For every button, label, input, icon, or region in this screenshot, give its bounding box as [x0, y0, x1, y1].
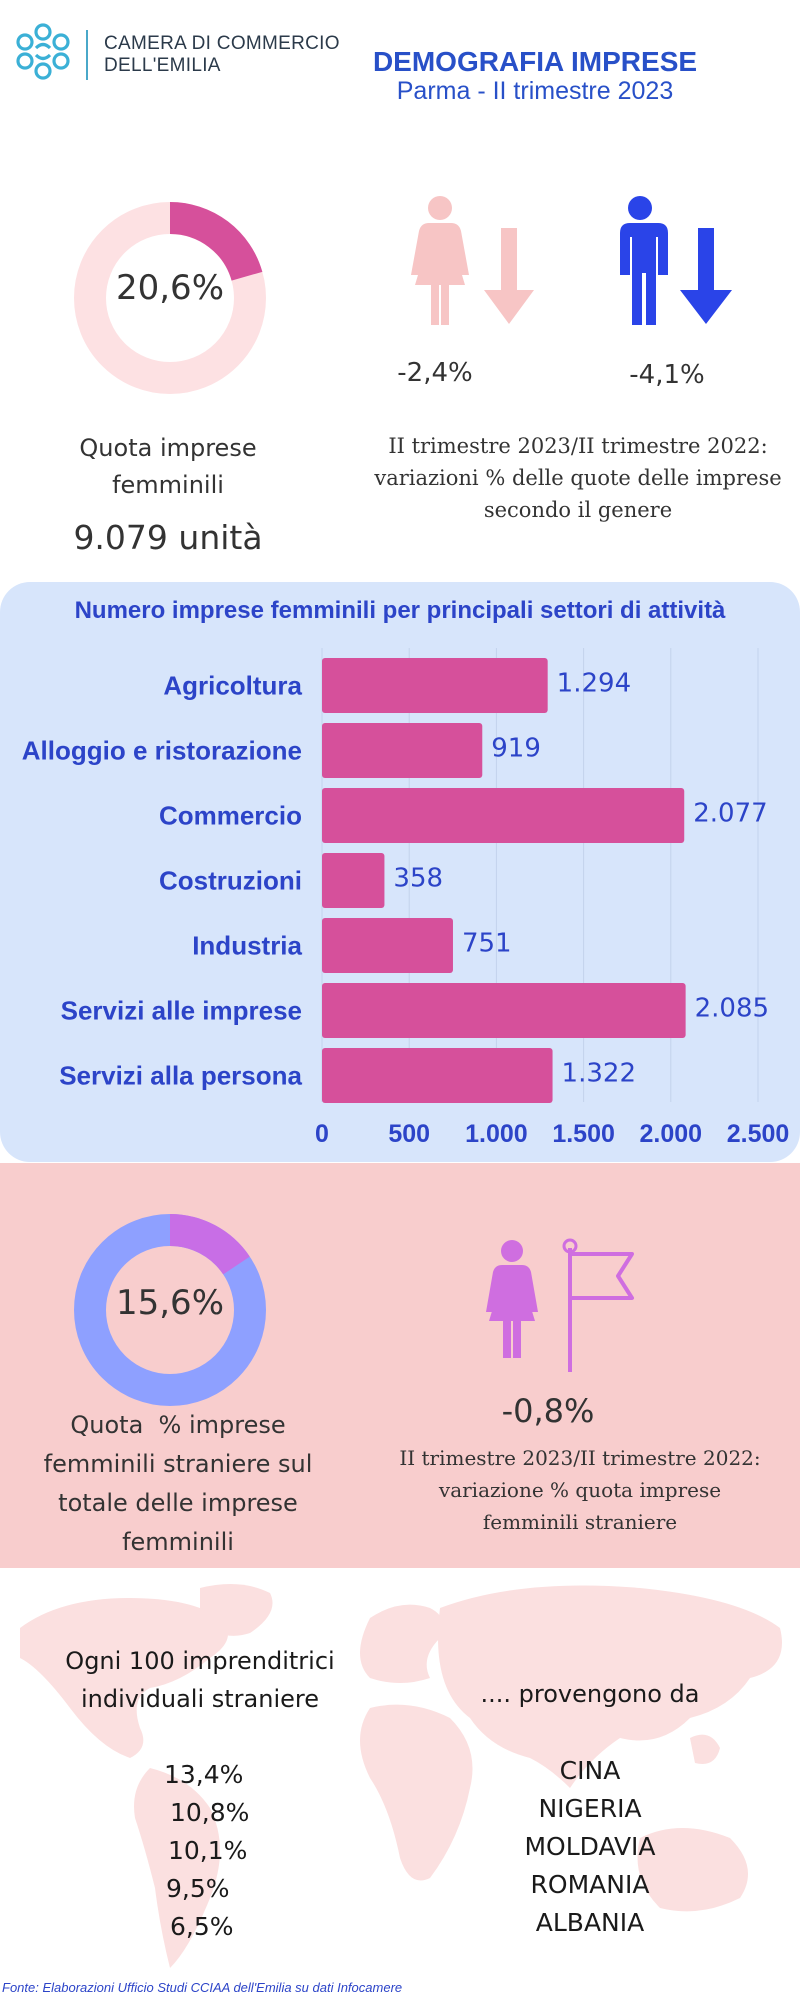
x-tick-label: 2.000 [640, 1120, 703, 1148]
origins-intro-line2: individuali straniere [80, 1685, 319, 1713]
woman-icon [411, 196, 469, 325]
origin-percent: 10,8% [170, 1798, 250, 1827]
foreign-variation-line2: variazione % quota imprese [438, 1478, 722, 1502]
foreign-share-label: Quota % imprese femminili straniere sul … [30, 1406, 326, 1562]
x-tick-label: 1.500 [552, 1120, 615, 1148]
data-label: 1.294 [557, 669, 631, 699]
bar [322, 658, 548, 713]
down-arrow-icon [484, 228, 534, 324]
woman-flag-icon [486, 1238, 634, 1372]
category-label: Servizi alle imprese [61, 996, 302, 1026]
category-label: Servizi alla persona [59, 1061, 302, 1091]
org-name-line1: CAMERA DI COMMERCIO [104, 33, 340, 54]
category-label: Costruzioni [159, 866, 302, 896]
chamber-logo-icon [16, 23, 70, 80]
data-label: 358 [393, 864, 443, 894]
x-tick-label: 1.000 [465, 1120, 528, 1148]
foreign-variation-line3: femminili straniere [482, 1510, 678, 1534]
category-label: Commercio [159, 801, 302, 831]
category-label: Industria [192, 931, 302, 961]
category-label: Alloggio e ristorazione [22, 736, 302, 766]
origin-country: MOLDAVIA [524, 1832, 656, 1861]
bar [322, 723, 483, 778]
page-title: DEMOGRAFIA IMPRESE [372, 46, 698, 77]
origin-percent: 13,4% [164, 1760, 244, 1789]
origins-intro-line1: Ogni 100 imprenditrici [65, 1647, 335, 1675]
gender-variation-line2: variazioni % delle quote delle imprese [374, 466, 782, 490]
origins-intro: Ogni 100 imprenditrici individuali stran… [50, 1642, 350, 1718]
foreign-variation-line1: II trimestre 2023/II trimestre 2022: [399, 1446, 761, 1470]
source-note: Fonte: Elaborazioni Ufficio Studi CCIAA … [2, 1980, 403, 1995]
data-label: 1.322 [562, 1059, 636, 1089]
origins-from-label: .... provengono da [480, 1680, 700, 1708]
foreign-share-label-line4: femminili [122, 1528, 234, 1556]
x-tick-label: 500 [388, 1120, 430, 1148]
donut-arc [74, 1214, 266, 1406]
category-label: Agricoltura [163, 671, 302, 701]
foreign-variation-percent: -0,8% [501, 1392, 595, 1430]
origin-country: ALBANIA [535, 1908, 645, 1937]
flag-icon [562, 1238, 634, 1372]
origin-country: NIGERIA [538, 1794, 642, 1823]
foreign-share-donut [74, 1214, 266, 1406]
female-share-label: Quota imprese femminili [48, 430, 288, 504]
man-icon [620, 196, 668, 325]
chart-title: Numero imprese femminili per principali … [74, 597, 726, 624]
gender-variation-line1: II trimestre 2023/II trimestre 2022: [388, 434, 768, 458]
page-subtitle: Parma - II trimestre 2023 [396, 77, 674, 105]
origin-country: CINA [559, 1756, 621, 1785]
data-label: 2.077 [693, 799, 767, 829]
bar [322, 788, 685, 843]
foreign-share-label-line1: Quota % imprese [70, 1411, 286, 1439]
org-name-line2: DELL'EMILIA [104, 55, 221, 76]
donut-arc [74, 202, 266, 394]
women-variation-percent: -2,4% [397, 358, 473, 388]
foreign-share-label-line3: totale delle imprese [58, 1489, 298, 1517]
origins-percent-list: 13,4% 10,8% 10,1% 9,5% 6,5% [120, 1756, 280, 1946]
gender-variation-line3: secondo il genere [483, 498, 673, 522]
bar [322, 1048, 553, 1103]
x-tick-label: 0 [315, 1120, 329, 1148]
origin-percent: 6,5% [170, 1912, 234, 1941]
men-variation-percent: -4,1% [629, 360, 705, 390]
organization-name: CAMERA DI COMMERCIO DELL'EMILIA [104, 33, 340, 77]
origin-percent: 10,1% [168, 1836, 248, 1865]
female-share-percent: 20,6% [115, 268, 224, 308]
origin-percent: 9,5% [166, 1874, 230, 1903]
sector-bar-chart: 0 500 1.000 1.500 2.000 2.500 Agricoltura 1.294… [22, 648, 790, 1148]
gender-variation-label: II trimestre 2023/II trimestre 2022: var… [360, 430, 796, 526]
world-map-background [20, 1584, 782, 1968]
down-arrow-icon [680, 228, 732, 324]
data-label: 919 [491, 734, 541, 764]
data-label: 2.085 [695, 994, 769, 1024]
bar [322, 983, 686, 1038]
x-tick-label: 2.500 [727, 1120, 790, 1148]
logo-separator [86, 30, 88, 80]
data-label: 751 [462, 929, 512, 959]
female-share-label-line2: femminili [112, 471, 224, 499]
foreign-share-label-line2: femminili straniere sul [43, 1450, 313, 1478]
foreign-share-percent: 15,6% [115, 1283, 224, 1323]
origins-country-list: CINA NIGERIA MOLDAVIA ROMANIA ALBANIA [440, 1752, 740, 1942]
female-units-count: 9.079 unità [73, 518, 263, 557]
woman-icon [486, 1240, 538, 1358]
bar [322, 853, 385, 908]
female-share-donut [74, 202, 266, 394]
foreign-variation-label: II trimestre 2023/II trimestre 2022: var… [380, 1442, 780, 1538]
origin-country: ROMANIA [530, 1870, 650, 1899]
bar [322, 918, 453, 973]
female-share-label-line1: Quota imprese [79, 434, 257, 462]
